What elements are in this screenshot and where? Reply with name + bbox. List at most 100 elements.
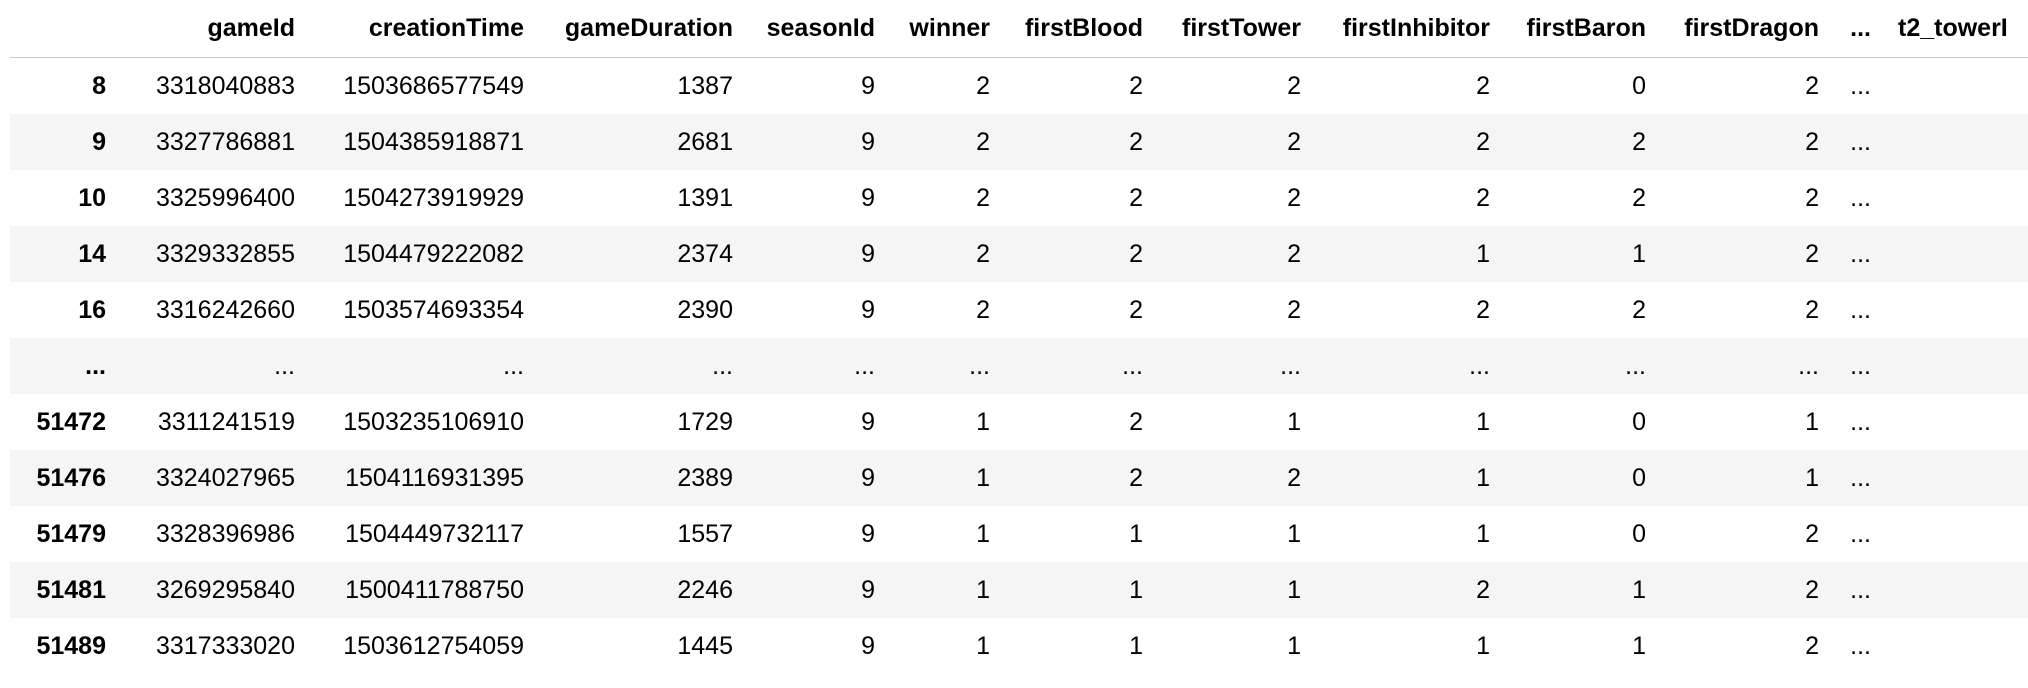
table-cell	[1871, 618, 2028, 674]
table-cell: 2	[1129, 463, 1143, 492]
table-cell: ...	[1280, 351, 1301, 380]
table-cell: 1504479222082	[343, 239, 524, 268]
row-index: 51479	[36, 519, 106, 548]
table-cell: 3327786881	[155, 127, 295, 156]
table-row: 14 3329332855 1504479222082 2374 9 2 2 2 1 1 2...	[10, 226, 2028, 282]
table-cell: ...	[1469, 351, 1490, 380]
table-cell: 9	[861, 407, 875, 436]
table-cell: ...	[1625, 351, 1646, 380]
table-cell: 1	[1129, 519, 1143, 548]
dataframe-table: gameId creationTime gameDuration seasonId wi…	[10, 0, 2028, 674]
table-cell: 2	[1632, 183, 1646, 212]
column-header: firstTower	[1143, 0, 1301, 58]
table-cell: 2	[1476, 183, 1490, 212]
table-cell: 2	[1805, 295, 1819, 324]
table-cell: 1391	[677, 183, 733, 212]
table-cell: 1500411788750	[345, 575, 524, 604]
row-index: 16	[78, 295, 106, 324]
table-cell: 2681	[677, 127, 733, 156]
column-header: winner	[875, 0, 990, 58]
column-header: ...	[1819, 0, 1871, 58]
table-cell: 3316242660	[155, 295, 295, 324]
table-cell: 1504116931395	[345, 463, 524, 492]
table-cell: 1	[1632, 575, 1646, 604]
row-index: ...	[85, 351, 106, 380]
table-cell: 1503686577549	[343, 71, 524, 100]
table-cell: 1	[1632, 239, 1646, 268]
column-header: firstInhibitor	[1301, 0, 1490, 58]
table-cell	[1871, 114, 2028, 170]
table-cell: 1	[1805, 463, 1819, 492]
table-cell: 1	[1476, 463, 1490, 492]
table-row: 51489 3317333020 1503612754059 1445 9 1 1 1 1 1 2.…	[10, 618, 2028, 674]
table-cell: 1	[976, 631, 990, 660]
table-cell: 0	[1632, 71, 1646, 100]
table-cell: 1	[1287, 407, 1301, 436]
table-cell: 1	[976, 463, 990, 492]
table-cell	[1871, 394, 2028, 450]
row-index: 51489	[36, 631, 106, 660]
table-cell: 1	[1287, 575, 1301, 604]
table-cell: 2	[1805, 183, 1819, 212]
table-cell: 2	[1287, 295, 1301, 324]
table-cell: 2	[976, 295, 990, 324]
table-cell: 1729	[677, 407, 733, 436]
table-cell: 2246	[677, 575, 733, 604]
table-cell: 3317333020	[155, 631, 295, 660]
table-cell: 0	[1632, 519, 1646, 548]
table-row: 10 3325996400 1504273919929 1391 9 2 2 2 2 2 2...	[10, 170, 2028, 226]
table-cell: 1504449732117	[345, 519, 524, 548]
table-cell: ...	[1850, 239, 1871, 268]
table-cell: 2	[1287, 239, 1301, 268]
table-cell: ...	[274, 351, 295, 380]
table-cell: 1	[1287, 519, 1301, 548]
column-header: firstDragon	[1646, 0, 1819, 58]
table-cell: 0	[1632, 407, 1646, 436]
table-cell: 2	[1805, 631, 1819, 660]
table-row: ....................................	[10, 338, 2028, 394]
table-cell: 2	[1129, 239, 1143, 268]
table-cell	[1871, 562, 2028, 618]
table-row: 9 3327786881 1504385918871 2681 9 2 2 2 2 2 2...	[10, 114, 2028, 170]
table-cell: 2	[1476, 127, 1490, 156]
table-cell: ...	[1850, 295, 1871, 324]
table-row: 51481 3269295840 1500411788750 2246 9 1 1 1 2 1 2.…	[10, 562, 2028, 618]
table-cell	[1871, 506, 2028, 562]
column-header: seasonId	[733, 0, 875, 58]
table-cell: 1	[976, 519, 990, 548]
table-cell: ...	[969, 351, 990, 380]
table-cell: 3329332855	[155, 239, 295, 268]
table-cell: 1	[1476, 519, 1490, 548]
table-cell: 9	[861, 127, 875, 156]
row-index: 9	[92, 127, 106, 156]
table-cell: 2	[1287, 127, 1301, 156]
table-cell: 2	[1805, 519, 1819, 548]
table-cell: 1	[1129, 575, 1143, 604]
table-cell: 2	[1632, 127, 1646, 156]
table-cell: 1387	[677, 71, 733, 100]
column-header: t2_towerI	[1871, 0, 2028, 58]
table-cell: 1	[1476, 407, 1490, 436]
table-cell	[1871, 170, 2028, 226]
table-body: 8 3318040883 1503686577549 1387 9 2 2 2 2 0 2... 9 3…	[10, 58, 2028, 675]
table-cell: 1503574693354	[343, 295, 524, 324]
column-header: gameId	[106, 0, 295, 58]
table-cell: 2	[1129, 183, 1143, 212]
table-cell: 2	[1805, 575, 1819, 604]
table-cell: 9	[861, 295, 875, 324]
table-cell: 1557	[677, 519, 733, 548]
table-cell	[1871, 338, 2028, 394]
table-row: 51472 3311241519 1503235106910 1729 9 1 2 1 1 0 1.…	[10, 394, 2028, 450]
table-cell: 1	[976, 407, 990, 436]
table-cell: 9	[861, 71, 875, 100]
table-cell: 3324027965	[155, 463, 295, 492]
dataframe: gameId creationTime gameDuration seasonId wi…	[10, 0, 2028, 674]
column-header: gameDuration	[524, 0, 733, 58]
column-header: firstBaron	[1490, 0, 1646, 58]
table-cell: 2	[1805, 71, 1819, 100]
table-cell: ...	[854, 351, 875, 380]
table-cell	[1871, 282, 2028, 338]
table-cell: 1	[976, 575, 990, 604]
table-cell: 1	[1129, 631, 1143, 660]
